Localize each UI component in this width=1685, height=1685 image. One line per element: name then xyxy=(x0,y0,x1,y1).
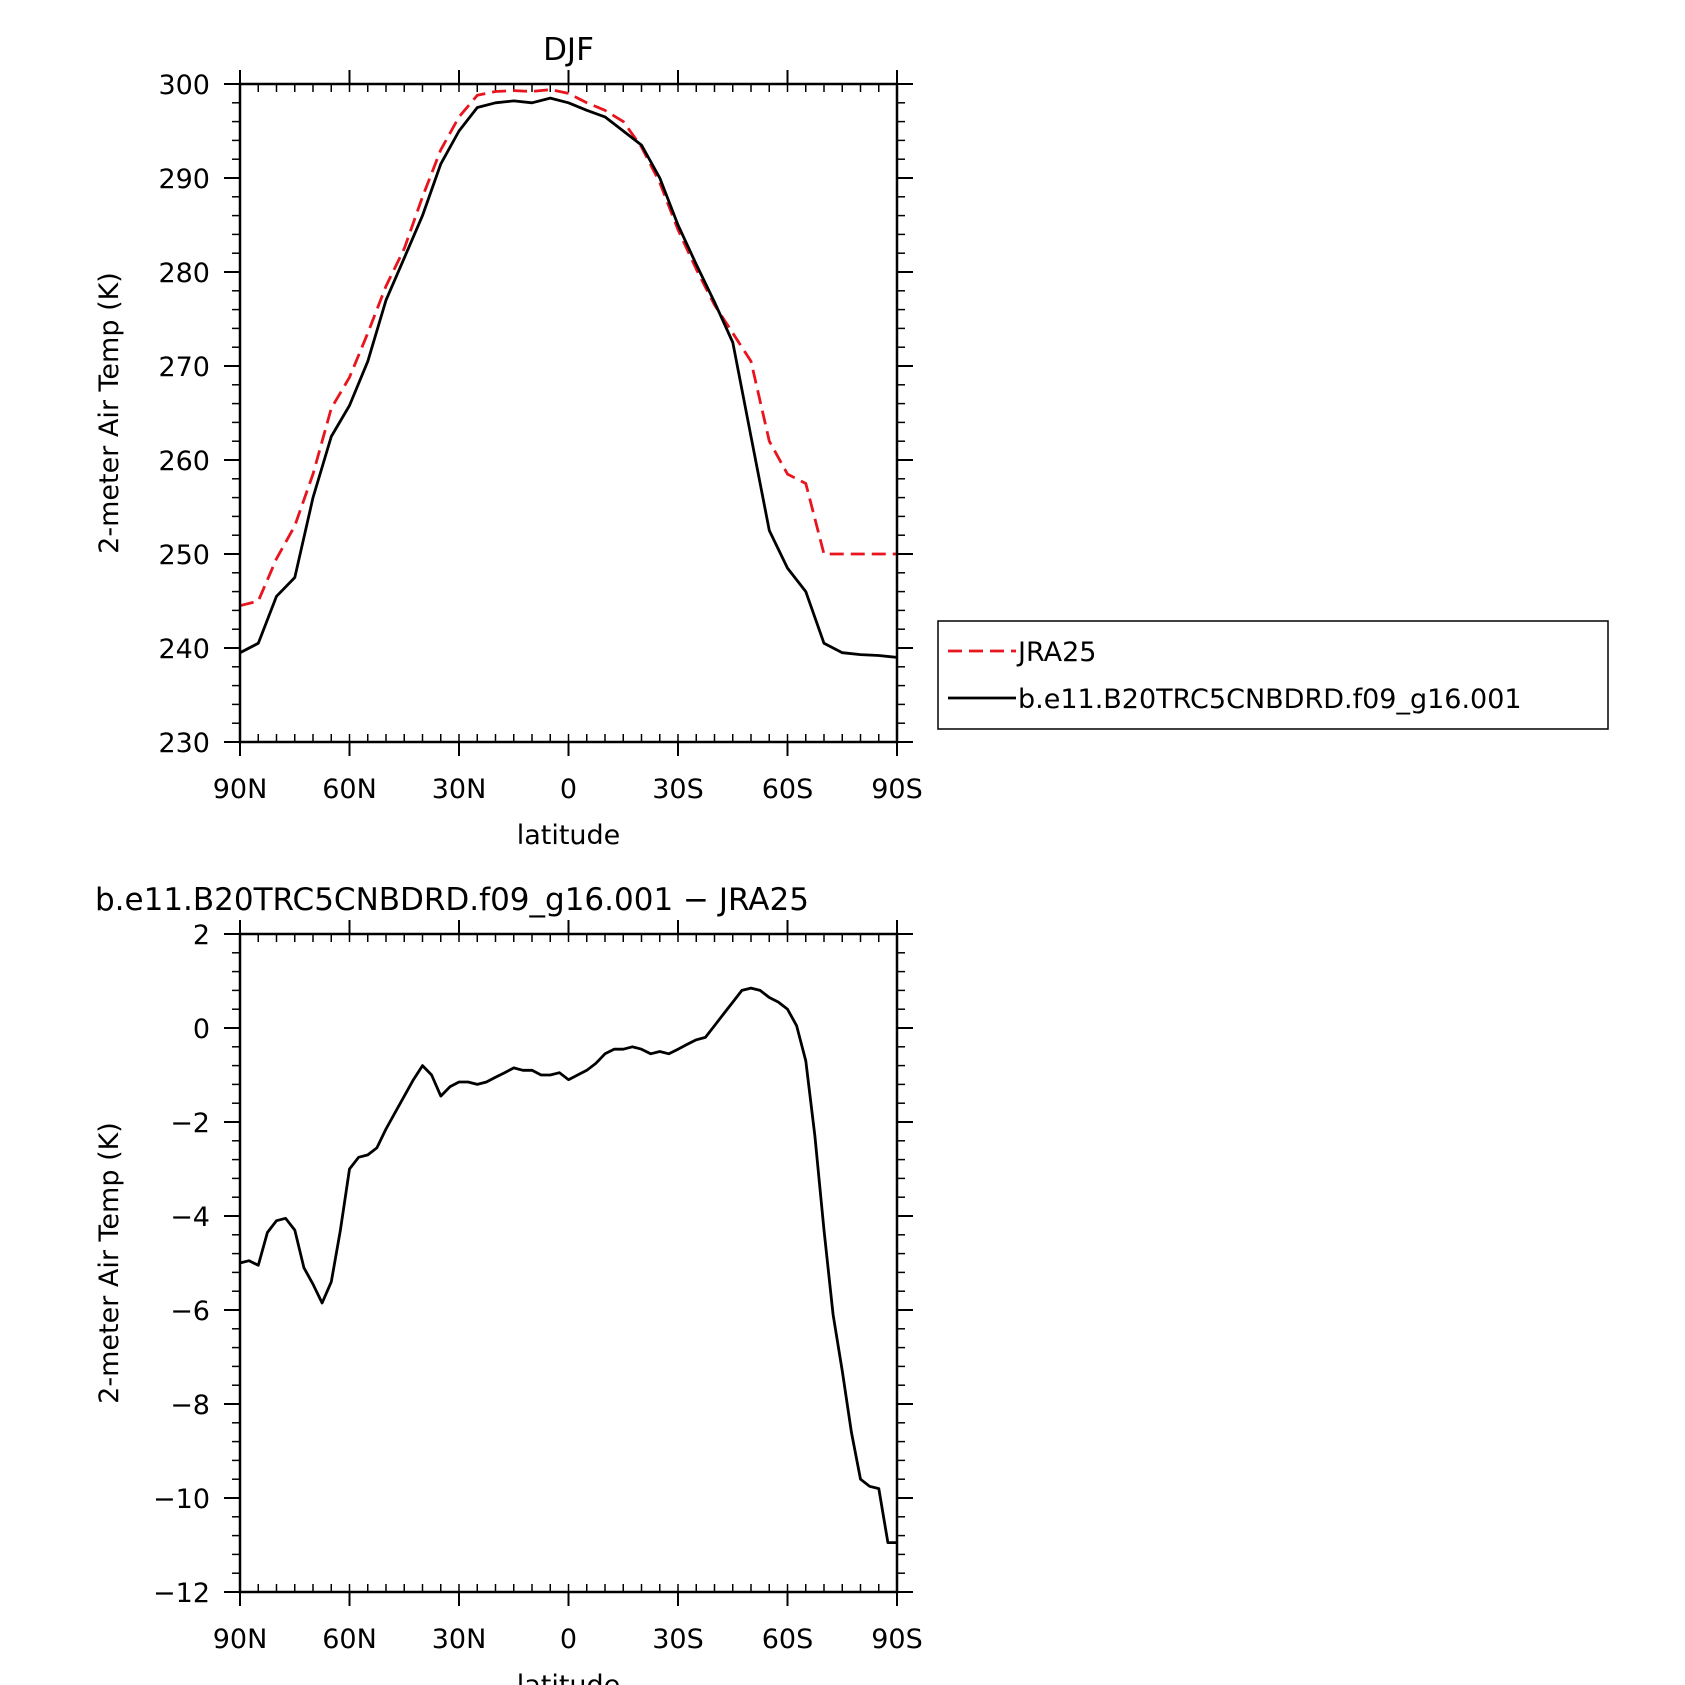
y-tick-label: −12 xyxy=(153,1578,210,1609)
y-tick-label: 250 xyxy=(158,540,210,571)
y-tick-label: −4 xyxy=(170,1202,210,1233)
y-tick-label: 270 xyxy=(158,352,210,383)
x-tick-label: 60N xyxy=(322,1624,377,1655)
y-tick-label: 2 xyxy=(193,920,210,951)
legend-box xyxy=(937,620,1609,730)
y-tick-label: 260 xyxy=(158,446,210,477)
x-tick-label: 90S xyxy=(871,774,923,805)
x-tick-label: 0 xyxy=(560,774,577,805)
series-line xyxy=(240,986,897,1544)
x-tick-label: 90N xyxy=(213,774,268,805)
y-tick-label: 300 xyxy=(158,70,210,101)
y-axis-title: 2-meter Air Temp (K) xyxy=(94,1122,125,1404)
y-tick-label: 0 xyxy=(193,1014,210,1045)
plot-frame xyxy=(238,82,899,744)
y-tick-label: −2 xyxy=(170,1108,210,1139)
x-tick-label: 30N xyxy=(432,774,487,805)
y-tick-label: 240 xyxy=(158,634,210,665)
legend-label: b.e11.B20TRC5CNBDRD.f09_g16.001 xyxy=(1018,684,1522,715)
y-tick-label: 290 xyxy=(158,164,210,195)
x-tick-label: 60S xyxy=(762,774,814,805)
x-axis-title: latitude xyxy=(517,1670,621,1685)
x-tick-label: 90S xyxy=(871,1624,923,1655)
x-tick-label: 30S xyxy=(652,1624,704,1655)
y-tick-label: −10 xyxy=(153,1484,210,1515)
x-tick-label: 30S xyxy=(652,774,704,805)
y-tick-label: 230 xyxy=(158,728,210,759)
x-tick-label: 60S xyxy=(762,1624,814,1655)
plot-frame xyxy=(238,932,899,1594)
series-line-jra25 xyxy=(240,88,897,608)
top-panel-djf: DJF 90N 60N 30N 0 30S 60S 90S 230 240 250 260 270 280… xyxy=(94,32,1609,851)
x-axis-title: latitude xyxy=(517,820,621,851)
x-tick-label: 60N xyxy=(322,774,377,805)
y-axis-title: 2-meter Air Temp (K) xyxy=(94,272,125,554)
x-tick-label: 90N xyxy=(213,1624,268,1655)
x-tick-label: 0 xyxy=(560,1624,577,1655)
series-line-b-e11-b20trc5cnbdrd-f09-g16-001 xyxy=(240,96,897,659)
legend-label: JRA25 xyxy=(1016,637,1096,668)
y-tick-label: −8 xyxy=(170,1390,210,1421)
plot-title: b.e11.B20TRC5CNBDRD.f09_g16.001 − JRA25 xyxy=(95,882,809,918)
y-tick-label: 280 xyxy=(158,258,210,289)
plot-title: DJF xyxy=(543,32,594,68)
y-tick-label: −6 xyxy=(170,1296,210,1327)
x-tick-label: 30N xyxy=(432,1624,487,1655)
bottom-panel-difference: b.e11.B20TRC5CNBDRD.f09_g16.001 − JRA25 9… xyxy=(94,882,923,1685)
